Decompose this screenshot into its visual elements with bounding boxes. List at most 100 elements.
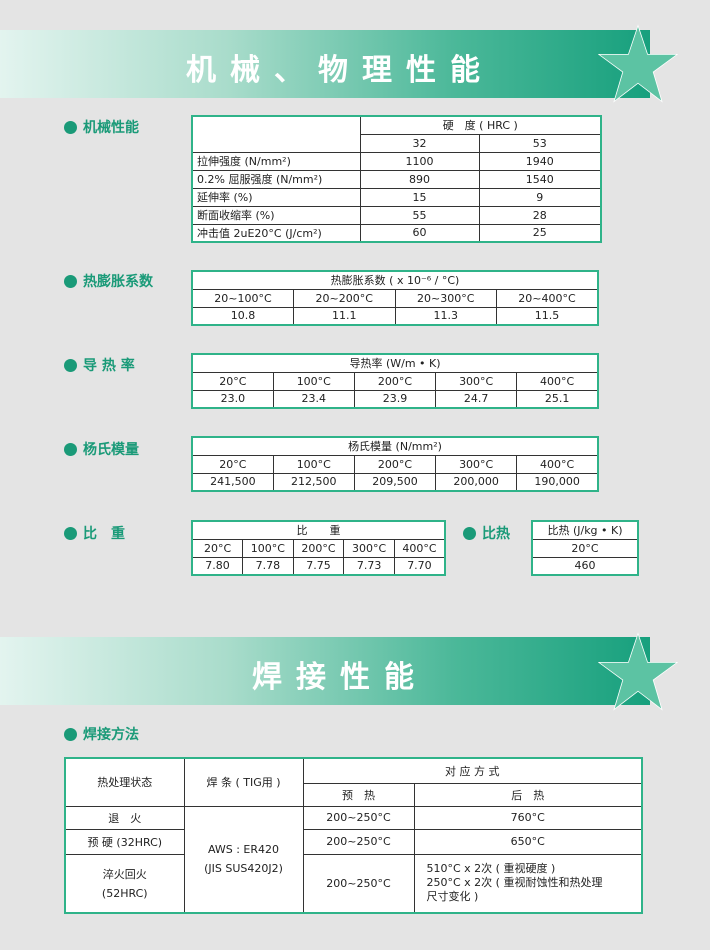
col-header: 200°C <box>353 454 437 474</box>
cell: 7.80 <box>191 556 244 576</box>
table-row: 0.2% 屈服强度 (N/mm²) 890 1540 <box>191 169 602 189</box>
row-label: 冲击值 2uE20°C (J/cm²) <box>191 223 361 243</box>
cell: 9 <box>478 187 602 207</box>
row-label: 0.2% 屈服强度 (N/mm²) <box>191 169 361 189</box>
conductivity-table: 导热率 (W/m • K) 20°C 100°C 200°C 300°C 400°C 2… <box>191 353 599 409</box>
col-header: 200°C <box>353 371 437 391</box>
row-label: 拉伸强度 (N/mm²) <box>191 151 361 171</box>
cell: 1100 <box>359 151 480 171</box>
rod-line: AWS : ER420 <box>207 843 280 857</box>
label-text: 杨氏模量 <box>83 442 139 458</box>
rod-cell: AWS : ER420 (JIS SUS420J2) <box>183 805 304 914</box>
section-label: 比热 <box>463 523 510 543</box>
col-header: 20°C <box>191 538 244 558</box>
cell: 11.1 <box>293 306 396 326</box>
expansion-table: 热膨胀系数 ( x 10⁻⁶ / °C) 20~100°C 20~200°C 20~… <box>191 270 599 326</box>
header: 杨氏模量 (N/mm²) <box>191 436 599 456</box>
col-header: 400°C <box>393 538 446 558</box>
header: 比热 (J/kg • K) <box>531 520 639 540</box>
header: 后 热 <box>413 782 643 807</box>
col-header: 100°C <box>272 454 355 474</box>
rod-line: (JIS SUS420J2) <box>204 862 283 876</box>
section-label: 热膨胀系数 <box>64 271 153 291</box>
cell: 200,000 <box>435 472 518 492</box>
cell: 60 <box>359 223 480 243</box>
cell: 7.73 <box>343 556 395 576</box>
cell: 460 <box>531 556 639 576</box>
col-header: 20°C <box>191 371 274 391</box>
bullet-icon <box>64 274 77 288</box>
cell: 11.3 <box>394 306 497 326</box>
cell: 25.1 <box>516 389 599 409</box>
col-header: 400°C <box>516 371 599 391</box>
post-line: 尺寸变化 ) <box>426 890 479 904</box>
bullet-icon <box>463 526 476 540</box>
mechanical-table: 硬 度 ( HRC ) 32 53 拉伸强度 (N/mm²) 1100 1940 0.… <box>191 115 602 243</box>
cell: 25 <box>478 223 602 243</box>
cell: 212,500 <box>272 472 355 492</box>
cell: 890 <box>359 169 480 189</box>
cell: 241,500 <box>191 472 274 492</box>
col-header: 20°C <box>191 454 274 474</box>
table-row: 冲击值 2uE20°C (J/cm²) 60 25 <box>191 223 602 243</box>
section-banner-welding <box>0 637 650 705</box>
bullet-icon <box>64 120 77 134</box>
col-header: 20~200°C <box>293 288 396 308</box>
label-text: 比 重 <box>83 526 125 542</box>
cell: 23.0 <box>191 389 274 409</box>
post-line: 250°C x 2次 ( 重视耐蚀性和热处理 <box>426 876 603 890</box>
cell: 7.70 <box>393 556 446 576</box>
section-label: 杨氏模量 <box>64 439 139 459</box>
label-text: 导 热 率 <box>83 358 135 374</box>
col-header: 300°C <box>435 371 518 391</box>
star-icon <box>598 632 678 711</box>
cell: 15 <box>359 187 480 207</box>
state-line: 淬火回火 <box>102 868 147 882</box>
col-header: 20°C <box>531 538 639 558</box>
cell: 209,500 <box>353 472 437 492</box>
banner-title: 机械、物理性能 <box>186 53 494 88</box>
cell: 1940 <box>478 151 602 171</box>
header: 比 重 <box>191 520 446 540</box>
col-header: 32 <box>359 133 480 153</box>
col-header: 53 <box>478 133 602 153</box>
col-header: 200°C <box>292 538 345 558</box>
state-line: (52HRC) <box>101 887 148 901</box>
cell: 23.9 <box>353 389 437 409</box>
row-label: 断面收缩率 (%) <box>191 205 361 225</box>
col-header: 400°C <box>516 454 599 474</box>
cell: 190,000 <box>516 472 599 492</box>
table-row: 拉伸强度 (N/mm²) 1100 1940 <box>191 151 602 171</box>
header: 热处理状态 <box>64 757 185 807</box>
header: 热膨胀系数 ( x 10⁻⁶ / °C) <box>191 270 599 290</box>
modulus-table: 杨氏模量 (N/mm²) 20°C 100°C 200°C 300°C 400°C 24… <box>191 436 599 492</box>
empty-cell <box>191 115 361 153</box>
section-banner-mech <box>0 30 650 98</box>
header: 预 热 <box>302 782 415 807</box>
col-header: 100°C <box>272 371 355 391</box>
label-text: 比热 <box>482 526 510 542</box>
table-row: 延伸率 (%) 15 9 <box>191 187 602 207</box>
col-header: 100°C <box>242 538 294 558</box>
label-text: 机械性能 <box>83 120 139 136</box>
header: 对 应 方 式 <box>302 757 643 784</box>
cell: 7.78 <box>242 556 294 576</box>
star-icon <box>598 24 678 103</box>
cell: 11.5 <box>496 306 599 326</box>
section-label: 比 重 <box>64 523 125 543</box>
cell: 200~250°C <box>302 853 415 914</box>
post-line: 510°C x 2次 ( 重视硬度 ) <box>426 862 556 876</box>
section-label: 机械性能 <box>64 117 139 137</box>
cell: 淬火回火 (52HRC) <box>64 853 185 914</box>
header: 导热率 (W/m • K) <box>191 353 599 373</box>
bullet-icon <box>64 358 77 372</box>
cell: 55 <box>359 205 480 225</box>
section-label: 导 热 率 <box>64 355 135 375</box>
label-text: 热膨胀系数 <box>83 274 153 290</box>
cell: 1540 <box>478 169 602 189</box>
bullet-icon <box>64 727 77 741</box>
col-header: 20~100°C <box>191 288 294 308</box>
col-header: 20~300°C <box>394 288 497 308</box>
cell: 28 <box>478 205 602 225</box>
cell: 23.4 <box>272 389 355 409</box>
